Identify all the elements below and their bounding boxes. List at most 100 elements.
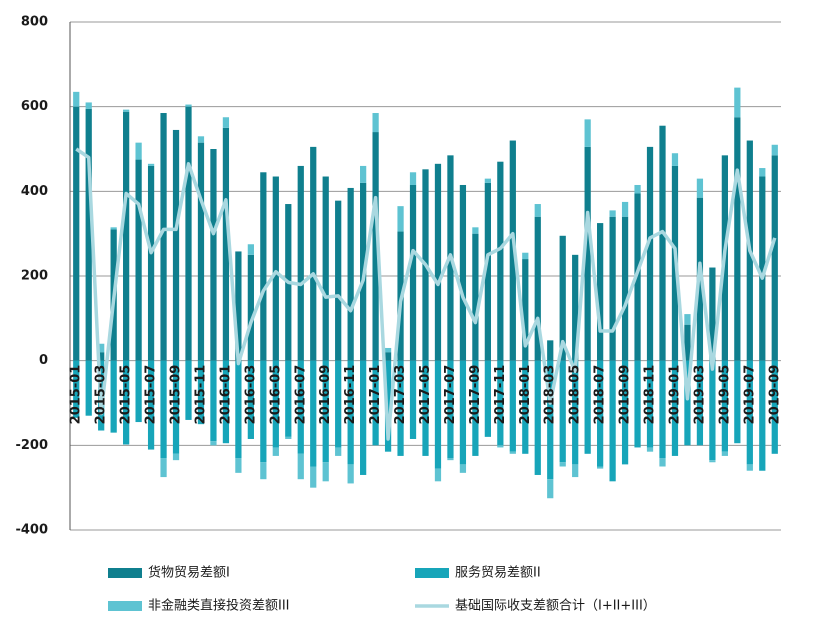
x-tick-label: 2017-07: [443, 365, 458, 425]
bar: [260, 172, 267, 361]
bar: [272, 360, 279, 448]
bar: [260, 462, 267, 480]
x-tick-label: 2017-01: [368, 365, 383, 425]
x-tick-label: 2018-05: [568, 365, 583, 425]
bar: [297, 453, 304, 480]
x-tick-label: 2017-03: [393, 365, 408, 425]
bar: [534, 216, 541, 361]
bar: [671, 153, 679, 166]
bar: [172, 129, 180, 361]
bar: [484, 178, 491, 183]
x-tick-label: 2019-07: [742, 365, 757, 425]
bar: [397, 206, 404, 232]
bar: [123, 111, 130, 361]
bar: [210, 360, 217, 442]
bar: [147, 163, 155, 166]
bar: [434, 163, 442, 361]
bar: [434, 360, 442, 469]
bar: [409, 360, 417, 439]
bar: [684, 324, 691, 361]
bar: [696, 178, 704, 198]
y-tick-label: 200: [21, 269, 48, 284]
legend-label: 服务贸易差额II: [455, 565, 541, 581]
legend-label: 基础国际收支差额合计（I+II+III）: [455, 599, 656, 614]
bar: [210, 441, 217, 446]
bar: [634, 193, 641, 361]
x-tick-label: 2015-01: [69, 365, 84, 425]
bar: [534, 204, 541, 217]
bar: [297, 360, 304, 454]
bar: [472, 360, 479, 456]
x-tick-label: 2015-05: [119, 365, 134, 425]
bar: [771, 144, 778, 156]
bar: [285, 360, 292, 437]
bar: [472, 227, 479, 234]
bar: [547, 340, 554, 361]
bar: [522, 259, 529, 361]
bar: [572, 360, 579, 465]
x-tick-label: 2018-11: [643, 365, 658, 425]
bar: [709, 460, 716, 463]
line: [75, 147, 777, 441]
bar: [634, 360, 641, 448]
bar: [347, 464, 354, 484]
bar: [759, 360, 766, 471]
bar: [771, 360, 778, 454]
bar: [347, 360, 354, 465]
bar: [584, 119, 591, 147]
bar: [646, 360, 654, 448]
bar: [384, 347, 392, 353]
bar: [172, 453, 180, 461]
bar: [621, 216, 629, 361]
bar: [609, 210, 616, 217]
bar: [509, 360, 516, 452]
bar: [235, 360, 242, 459]
bar: [135, 142, 142, 160]
bar: [110, 227, 117, 230]
bar: [484, 182, 491, 361]
x-tick-label: 2016-05: [268, 365, 283, 425]
bar: [646, 146, 654, 361]
bar: [447, 458, 454, 461]
bar: [547, 360, 554, 480]
bar: [646, 447, 654, 452]
x-tick-label: 2015-07: [144, 365, 159, 425]
bar: [185, 360, 192, 420]
bar: [310, 360, 317, 467]
bar: [634, 184, 641, 194]
x-tick-label: 2019-01: [667, 365, 682, 425]
bar: [509, 140, 516, 361]
bar: [372, 360, 379, 446]
bar: [197, 360, 205, 425]
bar: [85, 108, 92, 361]
legend-label: 货物贸易差额I: [148, 565, 230, 581]
bar: [172, 360, 180, 454]
x-tick-label: 2018-09: [618, 365, 633, 425]
bar: [721, 451, 728, 456]
y-tick-label: -200: [15, 438, 48, 453]
bar: [98, 343, 105, 353]
bar: [247, 254, 254, 361]
bar: [322, 462, 329, 482]
bar: [459, 184, 467, 361]
bar: [597, 360, 604, 467]
x-tick-label: 2016-07: [293, 365, 308, 425]
bar: [73, 91, 80, 107]
bar: [696, 360, 704, 446]
y-tick-label: -400: [15, 523, 48, 538]
bar: [322, 176, 329, 361]
bar: [572, 464, 579, 478]
bar: [73, 106, 80, 361]
x-tick-label: 2015-09: [169, 365, 184, 425]
bar: [534, 360, 541, 475]
x-tick-label: 2016-09: [318, 365, 333, 425]
bar: [147, 165, 155, 361]
bar: [347, 187, 354, 361]
bar: [272, 176, 279, 361]
bar: [659, 360, 666, 459]
bar: [771, 155, 778, 361]
y-tick-label: 600: [21, 99, 48, 114]
bar: [222, 360, 230, 444]
bar: [322, 360, 329, 463]
